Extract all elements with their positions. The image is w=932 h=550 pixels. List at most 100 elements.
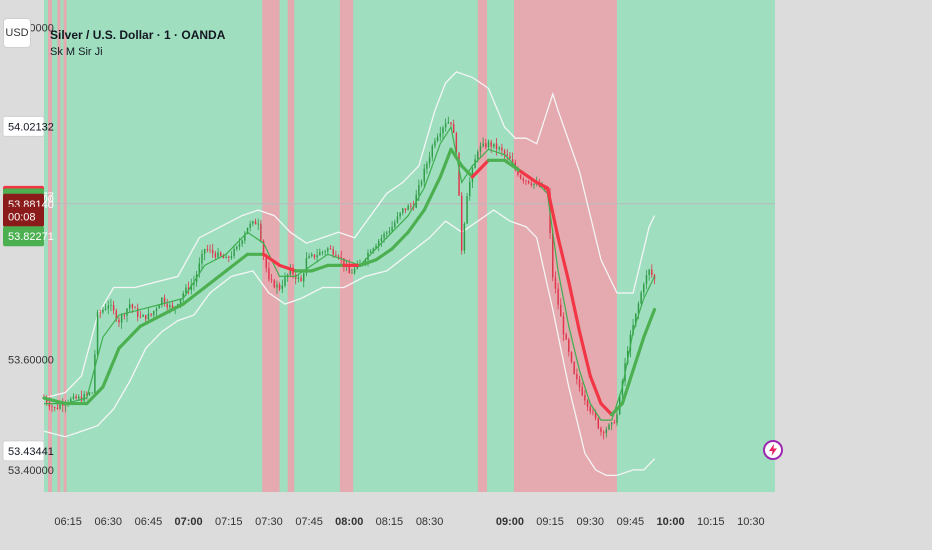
candle — [62, 398, 64, 413]
trend-zone-bear — [48, 0, 53, 492]
candle — [300, 275, 302, 282]
fast-ma-line — [44, 125, 656, 421]
svg-text:53.82271: 53.82271 — [8, 231, 54, 243]
y-tick-label: 53.40000 — [8, 465, 54, 477]
candle — [570, 351, 573, 364]
candle — [51, 404, 53, 413]
candle — [56, 403, 59, 410]
candle — [506, 148, 508, 161]
candle — [126, 307, 128, 323]
candle — [161, 297, 163, 308]
candle — [466, 192, 468, 224]
candle — [319, 248, 321, 256]
trend-zone-bear — [339, 0, 354, 492]
slow-ma-segment — [422, 175, 442, 212]
x-tick-label: 10:15 — [697, 516, 725, 528]
candle — [150, 313, 152, 317]
candle — [423, 164, 425, 188]
candle — [145, 314, 147, 323]
currency-button[interactable]: USD — [3, 18, 31, 48]
lower-band-line — [43, 209, 655, 477]
candle — [53, 406, 56, 412]
candle — [525, 179, 527, 186]
slow-ma-segment — [535, 180, 549, 190]
candle — [420, 179, 423, 188]
candle — [565, 332, 567, 340]
indicator-label[interactable]: Sk M Sir Ji — [50, 46, 103, 58]
trend-zone-bear — [477, 0, 488, 492]
candle — [302, 270, 305, 288]
candle — [249, 220, 251, 232]
candle — [426, 161, 428, 174]
candle — [91, 392, 93, 394]
candle — [576, 368, 578, 385]
candle — [394, 219, 396, 229]
chart-title: Silver / U.S. Dollar · 1 · OANDA — [50, 28, 226, 42]
x-tick-label: 09:00 — [496, 516, 524, 528]
svg-text:53.43441: 53.43441 — [8, 446, 54, 458]
slow-ma-segment — [642, 307, 657, 339]
candle — [533, 183, 535, 190]
candle — [351, 268, 353, 274]
candle — [487, 139, 490, 150]
slow-ma-segment — [85, 385, 105, 406]
candle — [337, 254, 340, 260]
x-tick-label: 07:00 — [175, 516, 203, 528]
trend-zone-bear — [262, 0, 280, 492]
candle — [147, 308, 150, 321]
trend-zone-bear — [63, 0, 67, 492]
candle — [254, 218, 257, 225]
candle — [388, 226, 391, 236]
candle — [469, 177, 471, 201]
x-tick-label: 06:30 — [94, 516, 122, 528]
candle — [602, 430, 605, 440]
candle — [201, 249, 203, 269]
candle — [163, 294, 166, 307]
candle — [597, 417, 600, 430]
candle — [442, 125, 444, 140]
slow-ma-segment — [631, 335, 646, 372]
candle — [206, 244, 209, 253]
candle — [260, 220, 262, 243]
trend-zone-bull — [487, 0, 514, 492]
candle — [434, 137, 436, 149]
time-axis[interactable]: 06:15 06:30 06:45 07:00 07:15 07:30 07:45 08:00… — [54, 516, 764, 528]
candle — [608, 423, 610, 431]
slow-ma-segment — [138, 313, 164, 328]
candle — [284, 272, 286, 288]
slow-ma-segment — [599, 401, 614, 417]
trend-zone-bull — [52, 0, 58, 492]
candle — [493, 143, 495, 149]
slow-ma-segment — [620, 368, 635, 406]
candle — [228, 255, 230, 263]
slow-ma-segment — [519, 169, 539, 185]
candle — [182, 290, 184, 303]
candle — [651, 264, 653, 278]
candle — [410, 202, 412, 210]
trend-zone-bear — [287, 0, 295, 492]
candle — [257, 218, 259, 230]
candle — [439, 126, 442, 141]
slow-ma-segment — [117, 324, 142, 350]
candle — [498, 146, 500, 152]
candle — [136, 303, 139, 322]
candle — [134, 305, 136, 309]
trend-zone-bear — [57, 0, 61, 492]
x-tick-label: 06:15 — [54, 516, 82, 528]
candle — [142, 313, 144, 318]
candle — [321, 250, 324, 256]
candle — [281, 279, 284, 294]
candle — [444, 118, 447, 132]
moving-averages — [42, 125, 657, 421]
candle — [252, 220, 254, 227]
candle — [112, 300, 115, 315]
price-badge: 53.43441 — [2, 440, 54, 462]
candle — [246, 227, 249, 235]
lightning-icon[interactable] — [763, 440, 783, 460]
slow-ma-segment — [556, 236, 571, 284]
candle — [353, 266, 356, 275]
trend-zone-bull — [353, 0, 478, 492]
candle — [455, 131, 458, 155]
candle — [187, 281, 190, 295]
